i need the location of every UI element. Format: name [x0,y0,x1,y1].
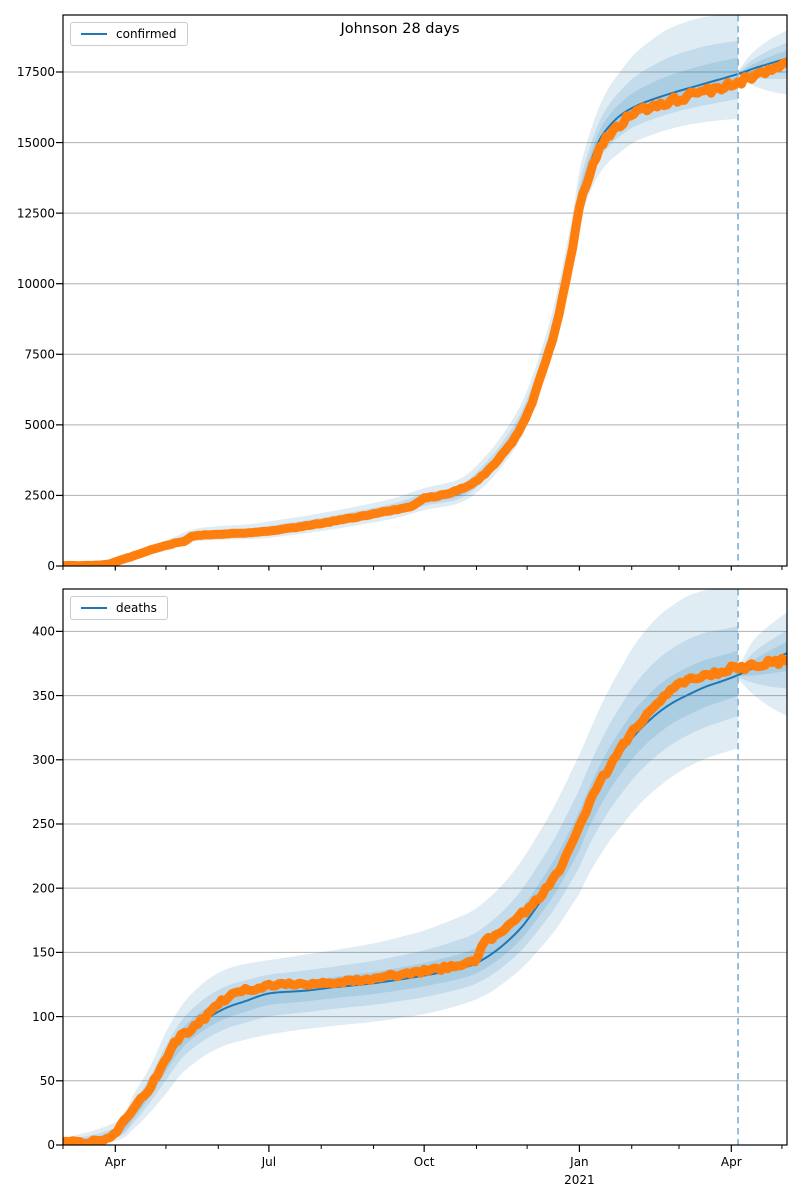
y-tick-label: 7500 [24,347,55,361]
x-tick-label: Jan [569,1155,589,1169]
y-tick-label: 15000 [17,136,55,150]
legend-label: deaths [116,601,157,615]
y-tick-label: 2500 [24,489,55,503]
x-tick-label: Jul [261,1155,276,1169]
y-tick-label: 0 [47,559,55,573]
y-tick-label: 0 [47,1138,55,1152]
axis-ticks [56,71,783,571]
plot-border [62,14,788,567]
y-tick-label: 5000 [24,418,55,432]
y-tick-label: 10000 [17,277,55,291]
axis-ticks [56,630,783,1152]
x-tick-label: Apr [105,1155,126,1169]
legend-line-sample [81,607,107,609]
gridlines [63,71,787,496]
legend-label: confirmed [116,27,177,41]
chart-title: Johnson 28 days [340,21,460,37]
y-tick-label: 300 [32,753,55,767]
chart-confirmed: 0 2500 5000 7500 10000 12500 15000 17500 [17,14,788,573]
x-tick-label: Apr [721,1155,742,1169]
uncertainty-band-hist-1 [63,626,739,1145]
y-tick-label: 200 [32,881,55,895]
y-tick-label: 150 [32,946,55,960]
plot-border [62,588,788,1146]
uncertainty-band-forecast-1 [738,630,787,689]
legend-confirmed: confirmed [70,22,188,46]
y-tick-label: 12500 [17,206,55,220]
y-tick-label: 350 [32,689,55,703]
uncertainty-band-hist-0 [63,15,739,566]
x-tick-label: Oct [414,1155,435,1169]
x-axis-year-label: 2021 [564,1173,595,1187]
y-tick-label: 100 [32,1010,55,1024]
legend-deaths: deaths [70,596,168,620]
y-tick-label: 400 [32,625,55,639]
y-tick-label: 17500 [17,65,55,79]
chart-deaths: 0 50 100 150 200 250 300 350 400 Apr Jul Oct Jan Apr 2… [32,588,788,1187]
observed-line [63,57,787,566]
observed-line [63,653,787,1145]
y-tick-label: 250 [32,817,55,831]
uncertainty-band-hist-1 [63,40,739,566]
y-tick-label: 50 [40,1074,55,1088]
legend-line-sample [81,33,107,35]
uncertainty-band-hist-2 [63,650,739,1145]
